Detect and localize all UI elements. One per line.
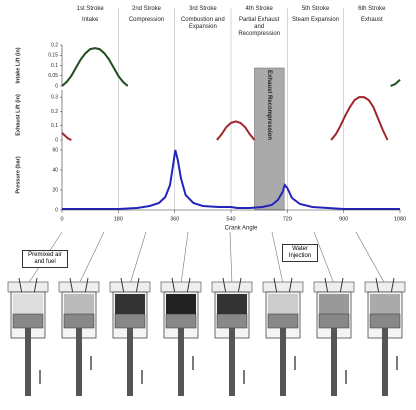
engine-illustration [110,232,150,396]
x-tick-label: 540 [226,216,235,222]
leader-line [79,232,104,284]
chamber [13,294,43,314]
y-tick-label: 0.05 [48,73,58,79]
engine-illustration [212,232,252,396]
chamber [115,294,145,314]
shaded-label: Exhaust Recompression [266,70,272,140]
piston [268,314,298,328]
leader-line [181,232,188,284]
rod [25,328,31,396]
cylinder-head [110,282,150,292]
cylinder-head [314,282,354,292]
stroke-number: 4th Stroke [233,6,285,13]
x-tick-label: 180 [114,216,123,222]
piston [166,314,196,328]
leader-line [130,232,146,284]
rod [178,328,184,396]
stroke-name: Partial Exhaust and Recompression [233,17,285,38]
stroke-name: Steam Expansion [290,17,342,24]
y-tick-label: 0.1 [51,123,58,129]
rod [229,328,235,396]
cylinder-head [161,282,201,292]
y-axis-label: Exhaust Lift (in) [15,94,21,136]
chamber [166,294,196,314]
y-tick-label: 0.15 [48,53,58,59]
stroke-label: 5th Stroke Steam Expansion [290,6,342,24]
x-tick-label: 900 [339,216,348,222]
piston [115,314,145,328]
engine-illustration [161,232,201,396]
y-tick-label: 0.1 [51,63,58,69]
chamber [370,294,400,314]
stroke-number: 6th Stroke [346,6,398,13]
note: Water Injection [282,244,318,262]
stroke-label: 3rd Stroke Combustion and Expansion [177,6,229,31]
rod [331,328,337,396]
engine-illustration [314,232,354,396]
stroke-name: Intake [64,17,116,24]
piston [217,314,247,328]
stroke-label: 2nd Stroke Compression [121,6,173,24]
stroke-name: Exhaust [346,17,398,24]
y-tick-label: 0 [55,137,58,143]
stroke-label: 4th Stroke Partial Exhaust and Recompress… [233,6,285,38]
y-tick-label: 0.3 [51,94,58,100]
line [62,97,388,140]
x-tick-label: 360 [170,216,179,222]
y-tick-label: 60 [52,147,58,153]
stroke-number: 2nd Stroke [121,6,173,13]
y-tick-label: 0 [55,83,58,89]
y-tick-label: 40 [52,167,58,173]
piston [319,314,349,328]
piston [13,314,43,328]
leader-line [230,232,232,284]
cylinder-head [365,282,405,292]
x-tick-label: 720 [283,216,292,222]
stroke-name: Combustion and Expansion [177,17,229,31]
stroke-number: 5th Stroke [290,6,342,13]
chamber [319,294,349,314]
y-axis-label: Intake Lift (in) [15,47,21,83]
y-axis-label: Pressure (bar) [15,156,21,193]
stroke-number: 1st Stroke [64,6,116,13]
x-tick-label: 1080 [394,216,406,222]
y-tick-label: 0.2 [51,109,58,115]
chamber [268,294,298,314]
stroke-label: 6th Stroke Exhaust [346,6,398,24]
leader-line [356,232,385,284]
piston [370,314,400,328]
rod [76,328,82,396]
note: Premixed air and fuel [22,250,68,268]
figure: Exhaust Recompression Intake Lift (in) 0 0.… [0,0,416,410]
y-tick-label: 20 [52,187,58,193]
rod [382,328,388,396]
cylinder-head [8,282,48,292]
piston [64,314,94,328]
x-tick-label: 0 [60,216,63,222]
rod [127,328,133,396]
y-tick-label: 0 [55,207,58,213]
x-axis-label: Crank Angle [225,226,258,232]
y-tick-label: 0.2 [51,42,58,48]
stroke-number: 3rd Stroke [177,6,229,13]
engine-illustration [356,232,405,396]
chamber [64,294,94,314]
rod [280,328,286,396]
stroke-name: Compression [121,17,173,24]
stroke-label: 1st Stroke Intake [64,6,116,24]
cylinder-head [263,282,303,292]
cylinder-head [212,282,252,292]
chart: Exhaust Recompression Intake Lift (in) 0 0.… [0,0,416,410]
cylinder-head [59,282,99,292]
chamber [217,294,247,314]
